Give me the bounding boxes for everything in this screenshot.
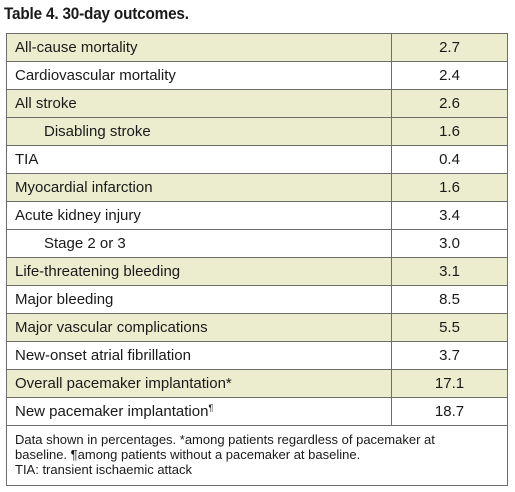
outcome-value: 2.7 <box>391 33 508 62</box>
outcome-label: Overall pacemaker implantation* <box>6 369 392 398</box>
outcome-value: 17.1 <box>391 369 508 398</box>
outcome-value: 3.1 <box>391 257 508 286</box>
outcome-label: Cardiovascular mortality <box>6 61 392 90</box>
footnote-line: baseline. ¶among patients without a pace… <box>15 447 361 462</box>
outcome-value: 2.4 <box>391 61 508 90</box>
table-row: Myocardial infarction 1.6 <box>6 173 508 202</box>
table-title: Table 4. 30-day outcomes. <box>4 4 189 23</box>
table-row: Overall pacemaker implantation* 17.1 <box>6 369 508 398</box>
table-row: Disabling stroke 1.6 <box>6 117 508 146</box>
footnote-line: Data shown in percentages. *among patien… <box>15 432 435 447</box>
outcome-value: 2.6 <box>391 89 508 118</box>
table-row: Acute kidney injury 3.4 <box>6 201 508 230</box>
outcome-value: 1.6 <box>391 117 508 146</box>
outcome-label: Major vascular complications <box>6 313 392 342</box>
outcome-label: New pacemaker implantation <box>15 403 209 420</box>
outcome-value: 5.5 <box>391 313 508 342</box>
outcome-value: 0.4 <box>391 145 508 174</box>
outcome-sub-label: Disabling stroke <box>6 117 392 146</box>
footnote-marker: ¶ <box>208 403 214 413</box>
table-row: All-cause mortality 2.7 <box>6 33 508 62</box>
outcome-value: 18.7 <box>391 397 508 426</box>
outcomes-table: All-cause mortality 2.7 Cardiovascular m… <box>6 33 508 426</box>
table-row: Cardiovascular mortality 2.4 <box>6 61 508 90</box>
table-footnote: Data shown in percentages. *among patien… <box>6 425 508 486</box>
outcome-label-cell: New pacemaker implantation¶ <box>6 397 392 426</box>
outcome-label: New-onset atrial fibrillation <box>6 341 392 370</box>
outcome-value: 1.6 <box>391 173 508 202</box>
table-row: New pacemaker implantation¶ 18.7 <box>6 397 508 426</box>
table-row: Life-threatening bleeding 3.1 <box>6 257 508 286</box>
outcome-value: 3.0 <box>391 229 508 258</box>
outcome-label: Life-threatening bleeding <box>6 257 392 286</box>
outcome-label: All-cause mortality <box>6 33 392 62</box>
outcome-label: Major bleeding <box>6 285 392 314</box>
outcome-label: Acute kidney injury <box>6 201 392 230</box>
outcome-label: Myocardial infarction <box>6 173 392 202</box>
table-row: Stage 2 or 3 3.0 <box>6 229 508 258</box>
table-row: Major bleeding 8.5 <box>6 285 508 314</box>
table-row: Major vascular complications 5.5 <box>6 313 508 342</box>
outcome-label: All stroke <box>6 89 392 118</box>
outcome-label: TIA <box>6 145 392 174</box>
table-row: New-onset atrial fibrillation 3.7 <box>6 341 508 370</box>
table-row: All stroke 2.6 <box>6 89 508 118</box>
footnote-line: TIA: transient ischaemic attack <box>15 462 193 477</box>
outcome-value: 3.4 <box>391 201 508 230</box>
outcome-value: 3.7 <box>391 341 508 370</box>
outcome-sub-label: Stage 2 or 3 <box>6 229 392 258</box>
outcome-value: 8.5 <box>391 285 508 314</box>
table-row: TIA 0.4 <box>6 145 508 174</box>
